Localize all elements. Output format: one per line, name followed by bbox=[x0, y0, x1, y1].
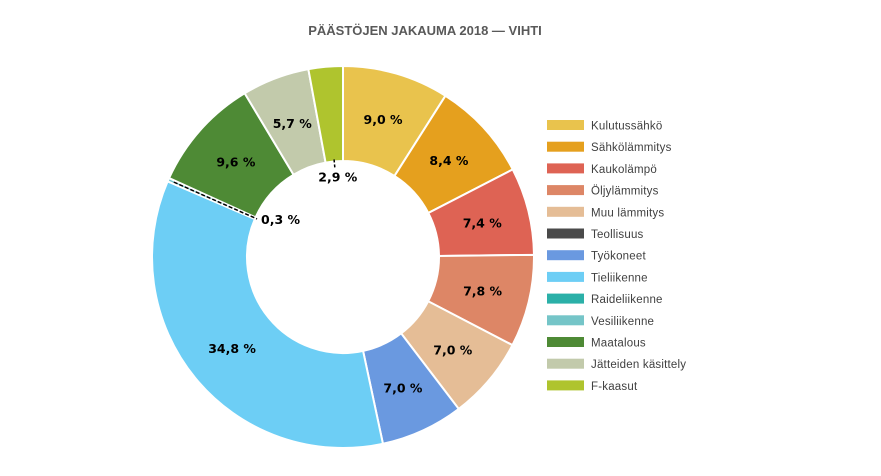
legend-label-kaukolampo: Kaukolämpö bbox=[591, 164, 657, 176]
slice-label-vesiliikenne: 0,3 % bbox=[261, 212, 300, 227]
legend-swatch-tieliikenne bbox=[547, 271, 584, 282]
legend-label-kulutussahko: Kulutussähkö bbox=[591, 121, 662, 133]
legend-item-teollisuus: Teollisuus bbox=[547, 228, 644, 241]
legend-swatch-f-kaasut bbox=[547, 380, 584, 391]
legend-swatch-kaukolampo bbox=[547, 163, 584, 174]
slice-label-f-kaasut: 2,9 % bbox=[318, 169, 357, 184]
legend-item-tyokoneet: Työkoneet bbox=[547, 250, 646, 263]
slice-label-kaukolampo: 7,4 % bbox=[463, 215, 502, 230]
legend-item-muu-lammitys: Muu lämmitys bbox=[547, 206, 664, 219]
legend-swatch-sahkolammitys bbox=[547, 141, 584, 152]
legend-swatch-jatteiden-kasittely bbox=[547, 358, 584, 369]
slice-labels: 9,0 % 8,4 % 7,4 % 7,8 % 7,0 % 7,0 % 34,8 % 0,3 … bbox=[173, 112, 503, 395]
slice-label-muu-lammitys: 7,0 % bbox=[433, 342, 472, 357]
legend-label-tieliikenne: Tieliikenne bbox=[591, 272, 648, 284]
legend-swatch-tyokoneet bbox=[547, 250, 584, 261]
legend-item-sahkolammitys: Sähkölämmitys bbox=[547, 141, 672, 154]
legend-item-kaukolampo: Kaukolämpö bbox=[547, 163, 657, 176]
legend-item-oljylammitys: Öljylämmitys bbox=[547, 185, 659, 198]
legend-label-vesiliikenne: Vesiliikenne bbox=[591, 316, 654, 328]
legend-label-oljylammitys: Öljylämmitys bbox=[591, 186, 659, 198]
legend-label-teollisuus: Teollisuus bbox=[591, 229, 644, 241]
leader-line-vesiliikenne bbox=[173, 181, 258, 220]
slice-f-kaasut bbox=[307, 64, 344, 164]
legend-item-jatteiden-kasittely: Jätteiden käsittely bbox=[547, 358, 686, 371]
chart-title: PÄÄSTÖJEN JAKAUMA 2018 — VIHTI bbox=[308, 23, 542, 38]
legend-swatch-raideliikenne bbox=[547, 293, 584, 304]
slice-label-maatalous: 9,6 % bbox=[216, 155, 255, 170]
legend-item-maatalous: Maatalous bbox=[547, 337, 646, 350]
legend-label-raideliikenne: Raideliikenne bbox=[591, 294, 663, 306]
leader-line-f-kaasut bbox=[333, 159, 336, 168]
legend-swatch-teollisuus bbox=[547, 228, 584, 239]
slice-label-kulutussahko: 9,0 % bbox=[364, 112, 403, 127]
slice-label-oljylammitys: 7,8 % bbox=[463, 283, 502, 298]
legend-item-kulutussahko: Kulutussähkö bbox=[547, 120, 662, 133]
legend-label-f-kaasut: F-kaasut bbox=[591, 381, 638, 393]
slice-label-sahkolammitys: 8,4 % bbox=[429, 153, 468, 168]
slice-label-tieliikenne: 34,8 % bbox=[208, 341, 256, 356]
legend-item-f-kaasut: F-kaasut bbox=[547, 380, 638, 393]
legend-label-sahkolammitys: Sähkölämmitys bbox=[591, 142, 672, 154]
legend-swatch-maatalous bbox=[547, 337, 584, 347]
legend-item-raideliikenne: Raideliikenne bbox=[547, 293, 663, 306]
legend: Kulutussähkö Sähkölämmitys Kaukolämpö Öljyl… bbox=[547, 120, 686, 393]
legend-swatch-kulutussahko bbox=[547, 120, 584, 130]
slice-label-tyokoneet: 7,0 % bbox=[383, 380, 422, 395]
legend-swatch-vesiliikenne bbox=[547, 315, 584, 326]
legend-label-muu-lammitys: Muu lämmitys bbox=[591, 207, 664, 219]
slices bbox=[151, 64, 535, 449]
legend-label-jatteiden-kasittely: Jätteiden käsittely bbox=[591, 359, 686, 371]
legend-label-tyokoneet: Työkoneet bbox=[591, 251, 646, 263]
legend-swatch-muu-lammitys bbox=[547, 206, 584, 217]
legend-item-vesiliikenne: Vesiliikenne bbox=[547, 315, 654, 328]
slice-tieliikenne bbox=[151, 180, 385, 449]
legend-swatch-oljylammitys bbox=[547, 185, 584, 196]
legend-item-tieliikenne: Tieliikenne bbox=[547, 271, 648, 284]
slice-label-jatteiden-kasittely: 5,7 % bbox=[273, 116, 312, 131]
legend-label-maatalous: Maatalous bbox=[591, 338, 646, 350]
